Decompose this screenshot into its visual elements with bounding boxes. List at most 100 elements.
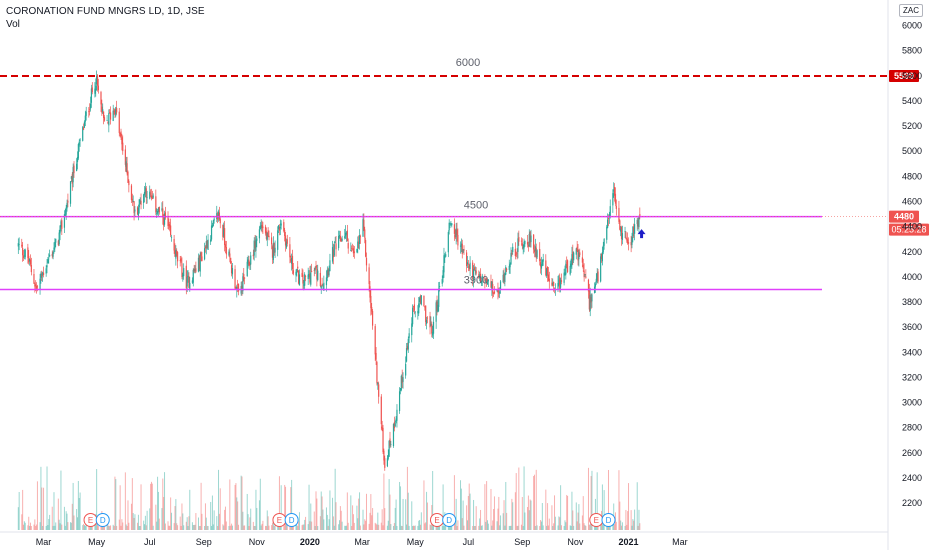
candle: [286, 234, 288, 247]
volume-bar: [601, 484, 603, 530]
candle: [535, 243, 537, 262]
candle: [78, 139, 80, 152]
candle: [84, 110, 86, 126]
volume-bar: [308, 484, 310, 530]
volume-bar: [180, 525, 182, 530]
candle: [571, 246, 573, 269]
candle: [120, 128, 122, 140]
support-annotation: 3900: [464, 274, 488, 286]
volume-bar: [194, 524, 196, 530]
volume-bar: [280, 485, 282, 530]
volume-bar: [358, 498, 360, 530]
candle: [529, 230, 531, 248]
volume-bar: [523, 466, 525, 530]
volume-bar: [381, 509, 383, 530]
volume-bar: [128, 522, 130, 530]
volume-bar: [420, 512, 422, 530]
candle: [228, 249, 230, 257]
volume-bar: [149, 508, 151, 530]
candle: [516, 248, 518, 260]
volume-bar: [301, 525, 303, 530]
candle: [497, 282, 499, 300]
volume-bar: [143, 520, 145, 530]
candle: [638, 215, 640, 234]
volume-bar: [236, 497, 238, 530]
svg-text:D: D: [606, 516, 612, 525]
candle: [639, 207, 641, 220]
candle: [597, 268, 599, 284]
volume-bar: [248, 525, 250, 530]
candle: [620, 226, 622, 237]
volume-bar: [60, 470, 62, 530]
volume-bar: [596, 472, 598, 530]
volume-bar: [193, 525, 195, 530]
candle: [314, 266, 316, 274]
candle: [223, 222, 225, 238]
volume-bar: [134, 514, 136, 530]
volume-bar: [496, 521, 498, 530]
volume-bar: [445, 525, 447, 530]
volume-label: Vol: [6, 19, 20, 30]
y-tick-label: 5200: [902, 121, 922, 131]
candle: [411, 317, 413, 343]
volume-bar: [231, 525, 233, 530]
candle: [512, 243, 514, 255]
candle: [405, 356, 407, 379]
candle: [94, 82, 96, 98]
candle: [359, 234, 362, 244]
chart-title: CORONATION FUND MNGRS LD, 1D, JSE: [6, 6, 205, 17]
volume-bar: [326, 514, 328, 530]
volume-bar: [315, 491, 317, 530]
volume-bar: [22, 489, 24, 530]
volume-bar: [173, 523, 175, 530]
volume-bar: [517, 525, 519, 530]
volume-bar: [182, 513, 184, 530]
volume-bar: [612, 523, 614, 530]
volume-bar: [362, 509, 364, 530]
volume-bar: [515, 473, 517, 530]
candle: [280, 220, 282, 230]
candle: [41, 270, 43, 281]
volume-bar: [500, 515, 502, 530]
volume-bar: [479, 518, 481, 530]
candle: [77, 143, 79, 161]
volume-bar: [262, 520, 264, 530]
volume-bar: [484, 484, 486, 530]
candle: [633, 223, 635, 239]
x-tick-label: May: [88, 537, 106, 547]
volume-bar: [614, 512, 616, 530]
volume-bar: [218, 513, 220, 530]
volume-bar: [188, 516, 190, 530]
volume-bar: [185, 521, 187, 530]
volume-bar: [585, 525, 587, 530]
candle: [170, 218, 172, 238]
volume-bar: [46, 466, 48, 530]
volume-bar: [389, 494, 391, 530]
candle: [188, 272, 190, 289]
candle: [601, 246, 604, 266]
volume-bar: [258, 500, 260, 530]
volume-bar: [23, 524, 25, 530]
dividend-event-marker: D: [442, 513, 457, 527]
volume-bar: [425, 522, 427, 530]
volume-bar: [174, 506, 176, 530]
volume-bar: [197, 517, 199, 530]
candle: [364, 226, 366, 244]
volume-bar: [630, 510, 632, 530]
candle: [577, 243, 579, 266]
x-tick-label: Nov: [567, 537, 584, 547]
volume-bar: [539, 525, 541, 530]
volume-bar: [235, 483, 237, 530]
currency-badge[interactable]: ZAC: [899, 4, 923, 17]
candle: [466, 249, 468, 273]
candle: [491, 281, 493, 296]
volume-bar: [418, 520, 420, 530]
candle: [183, 263, 185, 280]
candle: [523, 238, 525, 253]
candle: [143, 185, 146, 203]
volume-bar: [332, 497, 334, 530]
candle: [66, 199, 68, 212]
volume-bar: [414, 525, 416, 530]
